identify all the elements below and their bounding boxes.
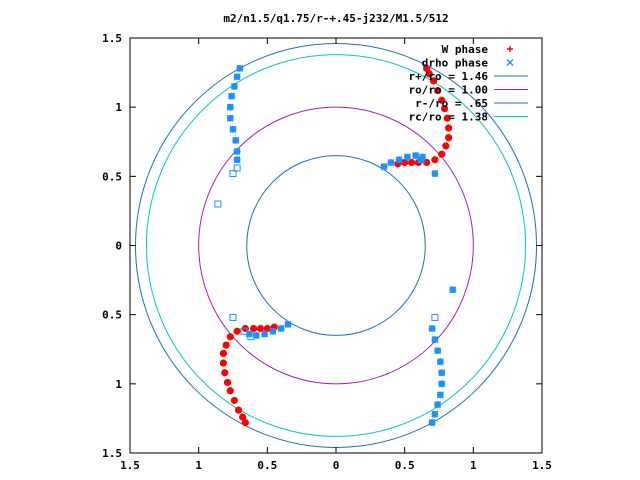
w-phase-point-fill: [401, 158, 409, 167]
w-phase-point-fill: [425, 70, 433, 78]
square-series-point: [214, 200, 222, 208]
square-series-point: [417, 156, 425, 164]
drho-phase-point-fill: [284, 320, 292, 328]
drho-phase-point-fill: [228, 92, 236, 100]
drho-phase-point-fill: [252, 332, 260, 339]
w-phase-point-fill: [445, 134, 453, 142]
w-phase-point-fill: [440, 104, 449, 113]
w-phase-point-fill: [431, 156, 439, 164]
x-tick-label: 1.5: [120, 459, 140, 472]
y-tick-label: 0.5: [102, 309, 122, 322]
square-series-point: [240, 327, 248, 335]
w-phase-point-fill: [423, 64, 431, 73]
w-phase-point-fill: [219, 349, 227, 357]
w-phase-point-fill: [221, 369, 229, 377]
square-series-point: [233, 164, 241, 172]
x-tick-label: 0.5: [395, 459, 415, 472]
w-phase-point-fill: [226, 387, 234, 395]
w-phase-point-fill: [226, 333, 234, 341]
w-phase-point-fill: [442, 142, 450, 150]
w-phase-point-fill: [223, 378, 232, 387]
x-tick-label: 1: [195, 459, 202, 472]
drho-phase-point-fill: [412, 152, 420, 159]
w-phase-point-fill: [241, 418, 249, 427]
w-phase-point-fill: [230, 396, 238, 405]
drho-phase-point-fill: [395, 156, 403, 164]
drho-phase-point-fill: [431, 170, 439, 177]
drho-phase-point-fill: [431, 410, 439, 418]
square-series-point: [431, 313, 439, 321]
w-phase-point-fill: [219, 359, 227, 367]
drho-phase-point-fill: [226, 103, 234, 111]
drho-phase-point-fill: [434, 347, 442, 355]
w-phase-point-fill: [407, 158, 416, 167]
drho-phase-point-fill: [232, 136, 240, 144]
x-tick-label: 0: [333, 459, 340, 472]
legend-label: W phase: [442, 43, 489, 56]
drho-phase-point-fill: [261, 330, 268, 338]
y-tick-label: 1: [115, 101, 122, 114]
legend-label: drho phase: [422, 57, 489, 70]
w-phase-point-fill: [438, 150, 446, 158]
y-tick-label: 1: [115, 378, 122, 391]
w-phase-point-fill: [250, 324, 258, 333]
drho-phase-point-fill: [387, 159, 395, 166]
drho-phase-point-fill: [438, 380, 446, 388]
w-phase-point-fill: [423, 158, 431, 167]
drho-phase-point-fill: [380, 163, 388, 171]
drho-phase-point-fill: [436, 391, 444, 399]
drho-phase-point-fill: [230, 83, 238, 90]
legend-label: ro/ro = 1.00: [409, 84, 488, 97]
square-series-point: [247, 333, 255, 341]
drho-phase-point-fill: [417, 156, 425, 164]
square-series-point: [229, 313, 237, 321]
legend-plus-marker: [507, 46, 513, 52]
circle-4: [145, 54, 527, 437]
drho-phase-point-fill: [431, 336, 439, 343]
drho-phase-point-fill: [269, 327, 277, 335]
drho-phase-point-fill: [428, 325, 436, 332]
circle-2: [198, 106, 474, 385]
y-tick-label: 0: [115, 240, 122, 253]
drho-phase-point-fill: [449, 286, 457, 294]
drho-phase-point-fill: [277, 325, 285, 332]
chart-title: m2/n1.5/q1.75/r-+.45-j232/M1.5/512: [223, 12, 448, 25]
drho-phase-point-fill: [404, 153, 411, 161]
drho-phase-point-fill: [434, 401, 442, 408]
drho-phase-point-fill: [233, 148, 241, 155]
w-phase-point-fill: [443, 114, 451, 122]
w-phase-point-fill: [263, 324, 271, 333]
drho-phase-point-fill: [233, 73, 241, 81]
legend-label: r+/ro = 1.46: [409, 70, 489, 83]
x-tick-label: 1: [470, 459, 477, 472]
y-tick-label: 1.5: [102, 32, 122, 45]
w-phase-point-fill: [233, 327, 241, 335]
drho-phase-point-fill: [436, 358, 444, 366]
w-phase-point-fill: [429, 77, 438, 85]
legend-label: r-/ro = .65: [415, 97, 488, 110]
drho-phase-point-fill: [229, 125, 237, 133]
drho-phase-point-fill: [428, 419, 436, 426]
w-phase-point-fill: [434, 86, 442, 95]
legend-cross-marker: [506, 59, 514, 66]
circle-3: [246, 155, 426, 336]
w-phase-point-fill: [438, 96, 446, 104]
drho-phase-point-fill: [438, 369, 446, 377]
square-series-point: [229, 170, 237, 178]
y-tick-label: 1.5: [102, 447, 122, 460]
w-phase-point-fill: [445, 124, 453, 132]
drho-phase-point-fill: [233, 156, 241, 164]
w-phase-point-fill: [234, 406, 243, 414]
legend-label: rc/ro = 1.38: [409, 111, 488, 124]
w-phase-point-fill: [222, 341, 230, 349]
w-phase-point-fill: [256, 324, 265, 333]
drho-phase-point-fill: [236, 65, 244, 72]
x-tick-label: 0.5: [257, 459, 277, 472]
x-tick-label: 1.5: [532, 459, 552, 472]
drho-phase-point-fill: [226, 114, 234, 122]
w-phase-point-fill: [239, 413, 247, 421]
y-tick-label: 0.5: [102, 170, 122, 183]
